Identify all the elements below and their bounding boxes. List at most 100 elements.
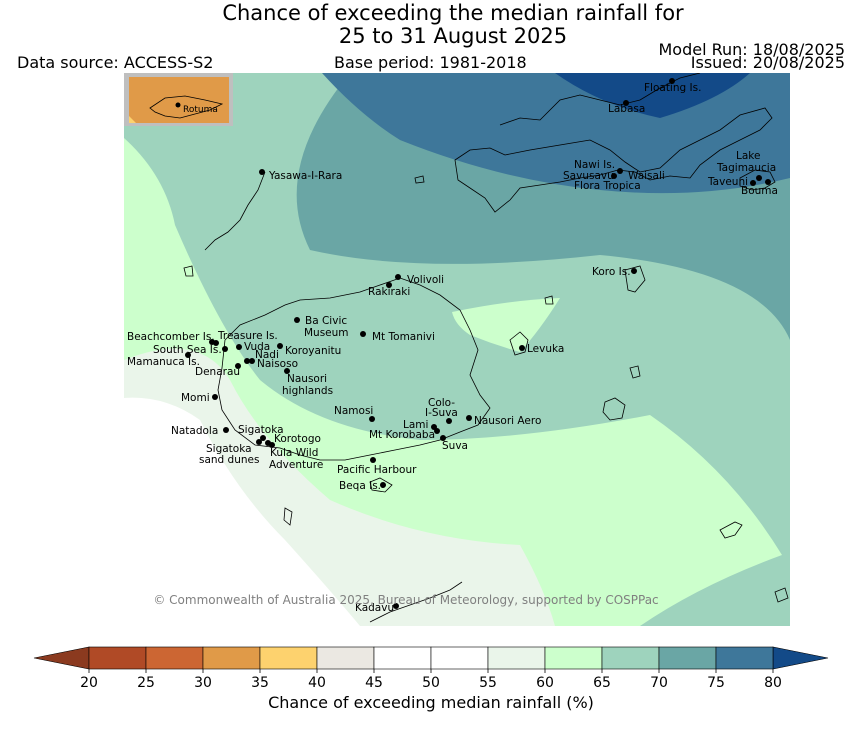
coast-small-2 [544,295,554,305]
place-label: Kadavu [355,602,394,614]
place-label: Momi [181,392,210,404]
place-marker [369,416,375,422]
colorbar-tick-label: 75 [707,675,725,691]
place-marker [434,428,440,434]
coast-gau [602,397,626,421]
colorbar-swatch [202,646,261,670]
place-marker [380,482,386,488]
colorbar-swatch [715,646,774,670]
place-marker [223,427,229,433]
place-marker [259,169,265,175]
coast-beqa [369,477,393,493]
place-marker [277,343,283,349]
place-label: Savusavu [563,170,614,182]
coast-small-4 [719,521,743,539]
coast-small-3 [283,507,293,526]
place-label: Suva [442,440,468,452]
place-marker [213,340,219,346]
colorbar-label: Chance of exceeding median rainfall (%) [268,693,594,712]
place-labels: Floating Is. Labasa Nawi Is. Savusavu Wa… [127,82,778,614]
place-label: Beachcomber Is. [127,331,215,343]
coast-small-6 [629,365,641,379]
coast-small-5 [774,587,789,603]
place-marker [222,346,228,352]
colorbar-tick-label: 40 [308,675,326,691]
colorbar-tick-label: 50 [422,675,440,691]
place-label: Colo- [428,397,455,409]
place-label: Nadi [255,349,279,361]
colorbar-swatch [601,646,660,670]
coast-taveuni [739,169,776,191]
coast-kadavu [369,581,463,623]
colorbar: 20 25 30 35 40 45 50 55 60 65 70 75 80 [33,646,829,691]
place-marker [236,344,242,350]
colorbar-swatch [430,646,489,670]
band-60-65-levuka [452,298,560,352]
place-label: Lami [403,419,428,431]
place-label: Namosi [334,405,373,417]
place-label: Nausori Aero [474,415,541,427]
place-label: Ba Civic [305,315,347,327]
place-label: Flora Tropica [574,180,641,192]
colorbar-tick-label: 55 [479,675,497,691]
place-marker [284,368,290,374]
place-label: I-Suva [425,407,458,419]
place-marker [185,352,191,358]
place-marker [617,168,623,174]
place-marker [235,363,241,369]
place-marker [256,439,262,445]
colorbar-swatch [658,646,717,670]
place-label: Tagimaucia [716,162,776,174]
colorbar-tick-label: 35 [251,675,269,691]
inset-map [129,77,229,123]
band-above-80 [555,73,750,118]
place-label: Korotogo [274,433,321,445]
place-marker [750,180,756,186]
place-markers [185,78,771,609]
coast-small-7 [183,265,194,277]
coast-small-1 [414,175,425,184]
base-period: Base period: 1981-2018 [334,53,527,72]
colorbar-tick-label: 20 [80,675,98,691]
place-marker [631,268,637,274]
colorbar-swatch [487,646,546,670]
place-marker [294,317,300,323]
place-label: Sigatoka [238,424,284,436]
place-label: Volivoli [407,274,444,286]
place-label: Taveuni [707,176,748,188]
data-source: Data source: ACCESS-S2 [17,53,214,72]
place-label: Natadola [171,425,218,437]
colorbar-tick-label: 80 [764,675,782,691]
colorbar-extend-low [33,646,90,670]
place-marker [212,394,218,400]
place-label: South Sea Is. [153,344,222,356]
place-label: Adventure [269,459,323,471]
place-marker [756,175,762,181]
colorbar-tick-label: 60 [536,675,554,691]
place-label: Bouma [741,185,778,197]
place-label: Mt Tomanivi [372,331,435,343]
place-marker [260,435,266,441]
place-marker [395,274,401,280]
place-marker [466,415,472,421]
place-label: highlands [282,385,333,397]
place-label: Museum [304,327,349,339]
place-marker [446,418,452,424]
inset-coast [149,95,224,119]
coast-koro [624,265,646,293]
colorbar-tick-label: 30 [194,675,212,691]
place-marker [519,345,525,351]
place-marker [669,78,675,84]
rainfall-map: Floating Is. Labasa Nawi Is. Savusavu Wa… [124,73,790,626]
place-label: Nausori [287,373,327,385]
place-label: Mt Korobaba [369,429,435,441]
band-50-55 [124,397,360,626]
place-label: Sigatoka [206,443,252,455]
colorbar-swatch [145,646,204,670]
coastlines [183,73,789,623]
colorbar-tick-label: 65 [593,675,611,691]
place-label: Lake [736,150,760,162]
colorbar-swatch [88,646,147,670]
place-label: Pacific Harbour [337,464,417,476]
